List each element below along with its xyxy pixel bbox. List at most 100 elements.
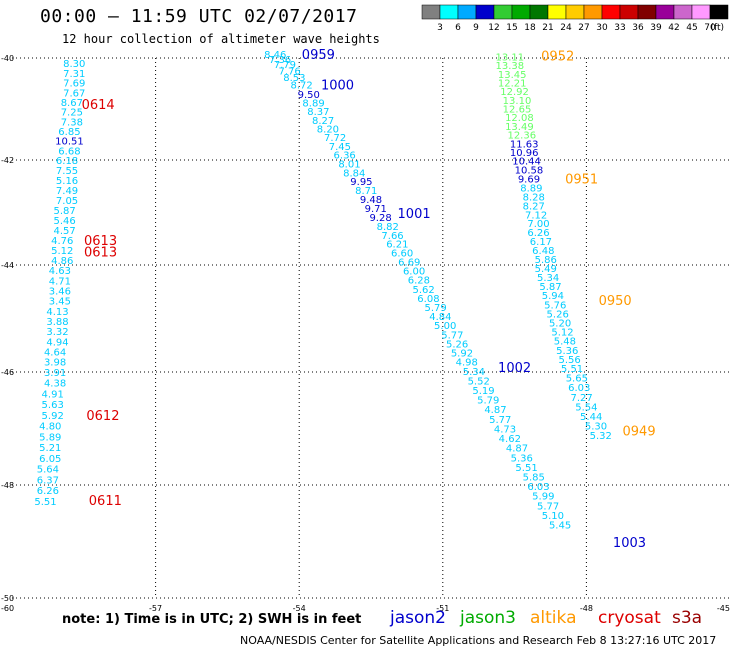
time-label-cryosat: 0613: [84, 246, 117, 261]
time-label-jason2: 1003: [613, 536, 646, 551]
swh-value-jason2: 6.60: [391, 249, 413, 260]
colorbar-swatch: [439, 4, 459, 20]
swh-value-jason2: 8.82: [377, 222, 399, 233]
swh-value-jason2: 5.10: [542, 511, 564, 522]
swh-value-cryosat: 7.25: [61, 108, 83, 119]
swh-value-jason2: 4.84: [429, 312, 451, 323]
time-label-cryosat: 0611: [89, 494, 122, 509]
colorbar-swatch: [421, 4, 441, 20]
swh-value-cryosat: 3.32: [46, 327, 68, 338]
swh-value-jason2: 4.98: [456, 358, 478, 369]
colorbar-swatch: [493, 4, 513, 20]
colorbar-swatch: [529, 4, 549, 20]
colorbar-swatch: [547, 4, 567, 20]
swh-value-jason3: 5.94: [542, 291, 564, 302]
time-label-jason2: 1001: [398, 207, 431, 222]
swh-value-jason3: 6.03: [568, 383, 590, 394]
time-label-cryosat: 0612: [86, 409, 119, 424]
swh-value-jason2: 5.79: [477, 396, 499, 407]
time-label-altika: 0952: [541, 50, 574, 65]
x-tick-label: -48: [580, 604, 593, 613]
swh-value-jason3: 5.34: [537, 273, 559, 284]
colorbar-tick-label: 45: [686, 23, 697, 33]
colorbar-tick-label: 70: [704, 23, 716, 33]
swh-value-jason2: 4.87: [484, 405, 506, 416]
swh-value-jason3: 12.92: [500, 87, 529, 98]
swh-value-jason2: 5.52: [468, 376, 490, 387]
legend-s3a: s3a: [672, 608, 703, 628]
swh-value-jason3: 5.65: [566, 374, 588, 385]
swh-value-jason2: 5.26: [446, 339, 468, 350]
time-label-altika: 0951: [565, 173, 598, 188]
time-label-cryosat: 0613: [84, 234, 117, 249]
swh-value-jason2: 5.77: [489, 415, 511, 426]
swh-value-jason3: 5.49: [535, 264, 557, 275]
time-label-jason2: 1002: [498, 361, 531, 376]
swh-value-jason2: 9.50: [298, 90, 320, 101]
swh-value-cryosat: 5.46: [54, 216, 76, 227]
swh-value-cryosat: 6.68: [58, 146, 80, 157]
x-tick-label: -51: [436, 604, 449, 613]
swh-value-jason2: 8.89: [302, 98, 324, 109]
time-label-altika: 0949: [623, 424, 656, 439]
colorbar-tick-label: 33: [614, 23, 625, 33]
y-tick-label: -44: [1, 261, 14, 270]
swh-value-jason2: 5.36: [511, 453, 533, 464]
swh-value-cryosat: 6.26: [37, 486, 59, 497]
swh-value-jason2: 8.71: [355, 186, 377, 197]
swh-value-jason2: 8.84: [343, 168, 365, 179]
swh-value-jason3: 13.38: [495, 61, 524, 72]
swh-value-jason2: 6.69: [398, 258, 420, 269]
swh-value-jason3: 8.27: [523, 201, 545, 212]
swh-value-jason3: 13.49: [505, 122, 534, 133]
swh-value-jason3: 5.32: [590, 431, 612, 442]
legend-jason3: jason3: [460, 608, 516, 628]
swh-value-jason3: 13.11: [495, 53, 524, 64]
swh-value-jason2: 4.73: [494, 424, 516, 435]
swh-value-jason3: 13.10: [503, 96, 532, 107]
swh-value-cryosat: 4.86: [51, 256, 73, 267]
swh-value-cryosat: 4.76: [51, 236, 73, 247]
swh-value-jason3: 10.44: [512, 157, 541, 168]
swh-value-jason2: 6.03: [527, 482, 549, 493]
y-tick-label: -46: [1, 368, 14, 377]
swh-value-jason2: 8.53: [283, 73, 305, 84]
swh-value-jason3: 5.12: [551, 328, 573, 339]
swh-value-jason3: 5.44: [580, 412, 602, 423]
colorbar-swatch: [673, 4, 693, 20]
swh-value-jason2: 6.28: [408, 276, 430, 287]
swh-value-jason3: 5.51: [561, 364, 583, 375]
swh-value-jason3: 8.89: [520, 184, 542, 195]
chart-marks: 8.307.317.697.678.677.257.386.8510.516.6…: [34, 48, 655, 551]
swh-value-jason3: 12.65: [503, 105, 532, 116]
swh-value-cryosat: 3.46: [49, 286, 71, 297]
legend-jason2: jason2: [390, 608, 446, 628]
swh-value-jason3: 5.48: [554, 337, 576, 348]
swh-value-jason2: 6.36: [334, 150, 356, 161]
colorbar-unit: (ft): [710, 23, 724, 33]
swh-value-jason3: 5.76: [544, 300, 566, 311]
chart-grid: [12, 57, 730, 599]
swh-value-jason2: 4.87: [506, 444, 528, 455]
page-title: 00:00 – 11:59 UTC 02/07/2017: [40, 6, 358, 27]
swh-value-jason2: 5.34: [463, 367, 485, 378]
swh-value-cryosat: 6.37: [37, 475, 59, 486]
colorbar-tick-label: 30: [596, 23, 608, 33]
time-label-jason2: 0959: [302, 48, 335, 63]
swh-value-jason2: 9.28: [369, 213, 391, 224]
swh-value-jason3: 7.27: [570, 393, 592, 404]
swh-value-cryosat: 5.92: [42, 411, 64, 422]
colorbar-tick-label: 18: [524, 23, 536, 33]
swh-value-jason2: 5.51: [515, 463, 537, 474]
colorbar-tick-label: 27: [578, 23, 589, 33]
swh-value-jason2: 5.19: [472, 386, 494, 397]
time-label-jason2: 1000: [321, 79, 354, 94]
swh-value-jason3: 12.36: [507, 131, 536, 142]
colorbar-swatch: [511, 4, 531, 20]
swh-value-jason2: 7.66: [381, 231, 403, 242]
swh-value-jason2: 5.00: [434, 321, 456, 332]
swh-value-cryosat: 6.05: [39, 454, 61, 465]
swh-value-cryosat: 3.98: [44, 358, 66, 369]
swh-value-jason2: 9.48: [360, 195, 382, 206]
